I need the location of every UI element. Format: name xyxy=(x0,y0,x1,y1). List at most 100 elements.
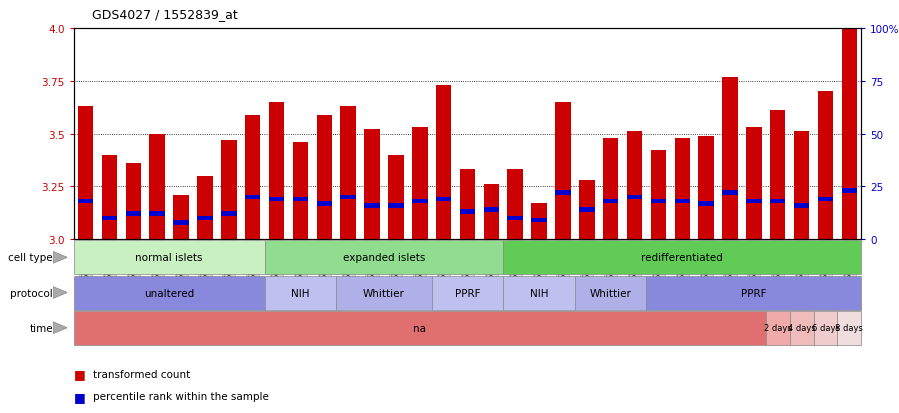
Text: transformed count: transformed count xyxy=(93,369,191,379)
Text: na: na xyxy=(414,323,426,333)
Text: normal islets: normal islets xyxy=(136,253,203,263)
Bar xyxy=(603,138,619,240)
Bar xyxy=(412,199,428,204)
Text: NIH: NIH xyxy=(291,288,309,298)
Bar xyxy=(436,197,451,202)
Bar xyxy=(364,204,379,208)
Bar xyxy=(627,132,642,240)
Bar xyxy=(837,311,861,345)
Bar xyxy=(341,195,356,200)
Bar xyxy=(722,191,738,195)
Bar xyxy=(770,199,786,204)
Bar xyxy=(531,204,547,240)
Bar xyxy=(221,140,236,240)
Bar xyxy=(579,208,594,212)
Bar xyxy=(126,212,141,216)
Polygon shape xyxy=(53,322,67,334)
Bar xyxy=(74,311,766,345)
Bar xyxy=(789,311,814,345)
Bar xyxy=(197,176,213,240)
Bar xyxy=(316,202,332,206)
Bar xyxy=(174,195,189,240)
Bar xyxy=(674,199,690,204)
Bar xyxy=(269,197,284,202)
Bar xyxy=(316,115,332,240)
Bar xyxy=(503,276,574,310)
Text: NIH: NIH xyxy=(530,288,548,298)
Bar xyxy=(722,77,738,240)
Bar xyxy=(814,311,837,345)
Bar xyxy=(770,111,786,240)
Text: redifferentiated: redifferentiated xyxy=(641,253,723,263)
Bar xyxy=(264,276,336,310)
Text: 6 days: 6 days xyxy=(812,323,840,332)
Bar xyxy=(507,170,523,240)
Bar xyxy=(818,197,833,202)
Bar xyxy=(794,204,809,208)
Text: protocol: protocol xyxy=(10,288,53,298)
Bar xyxy=(74,276,264,310)
Bar xyxy=(388,155,404,240)
Text: ■: ■ xyxy=(74,390,85,403)
Text: 4 days: 4 days xyxy=(788,323,815,332)
Bar xyxy=(245,195,261,200)
Text: percentile rank within the sample: percentile rank within the sample xyxy=(93,392,270,401)
Bar xyxy=(436,86,451,240)
Bar xyxy=(841,189,857,193)
Bar xyxy=(746,199,761,204)
Bar xyxy=(556,102,571,240)
Bar xyxy=(556,191,571,195)
Bar xyxy=(574,276,646,310)
Bar xyxy=(674,138,690,240)
Text: 8 days: 8 days xyxy=(835,323,863,332)
Text: PPRF: PPRF xyxy=(741,288,767,298)
Text: GDS4027 / 1552839_at: GDS4027 / 1552839_at xyxy=(92,8,237,21)
Bar xyxy=(149,134,165,240)
Bar xyxy=(646,276,861,310)
Polygon shape xyxy=(53,252,67,263)
Text: ■: ■ xyxy=(74,367,85,380)
Bar xyxy=(293,142,308,240)
Text: Whittier: Whittier xyxy=(590,288,632,298)
Bar xyxy=(221,212,236,216)
Bar xyxy=(78,107,93,240)
Bar xyxy=(78,199,93,204)
Bar xyxy=(841,29,857,240)
Text: Whittier: Whittier xyxy=(363,288,405,298)
Bar xyxy=(699,202,714,206)
Bar xyxy=(818,92,833,240)
Text: time: time xyxy=(30,323,53,333)
Bar xyxy=(746,128,761,240)
Bar xyxy=(174,221,189,225)
Bar xyxy=(794,132,809,240)
Bar xyxy=(503,241,861,275)
Bar xyxy=(651,151,666,240)
Bar xyxy=(264,241,503,275)
Bar xyxy=(149,212,165,216)
Bar xyxy=(459,210,476,214)
Polygon shape xyxy=(53,287,67,299)
Bar xyxy=(412,128,428,240)
Text: 2 days: 2 days xyxy=(764,323,792,332)
Bar xyxy=(459,170,476,240)
Bar xyxy=(341,107,356,240)
Bar xyxy=(432,276,503,310)
Text: cell type: cell type xyxy=(8,253,53,263)
Bar xyxy=(699,136,714,240)
Bar xyxy=(126,164,141,240)
Bar xyxy=(603,199,619,204)
Bar xyxy=(484,185,499,240)
Bar xyxy=(364,130,379,240)
Bar xyxy=(74,241,264,275)
Bar xyxy=(388,204,404,208)
Bar xyxy=(197,216,213,221)
Text: unaltered: unaltered xyxy=(144,288,194,298)
Text: PPRF: PPRF xyxy=(455,288,480,298)
Bar xyxy=(507,216,523,221)
Bar xyxy=(766,311,789,345)
Bar xyxy=(627,195,642,200)
Bar xyxy=(102,155,117,240)
Bar xyxy=(531,218,547,223)
Bar xyxy=(579,180,594,240)
Bar xyxy=(245,115,261,240)
